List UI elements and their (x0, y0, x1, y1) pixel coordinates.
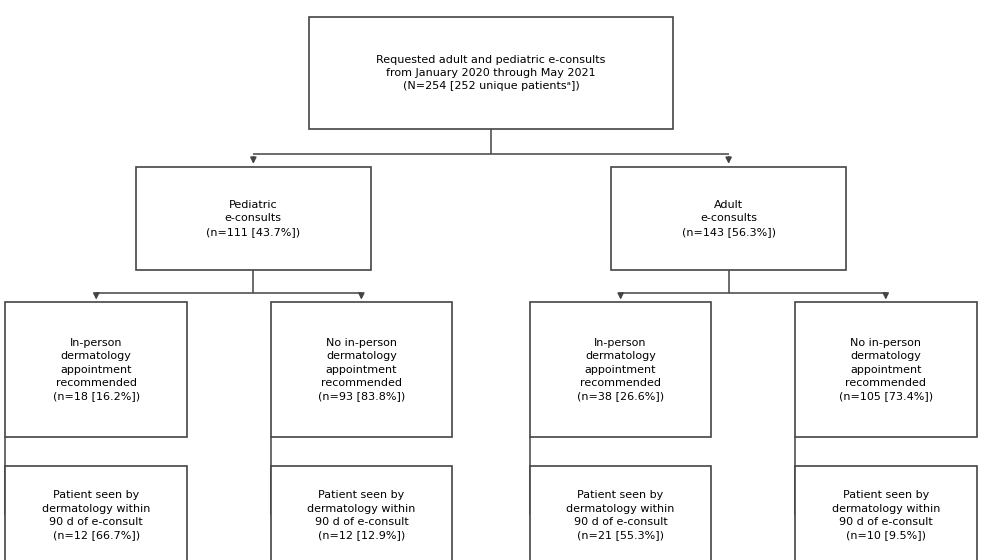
FancyBboxPatch shape (270, 466, 452, 560)
Text: In-person
dermatology
appointment
recommended
(n=18 [16.2%]): In-person dermatology appointment recomm… (53, 338, 139, 401)
Text: Adult
e-consults
(n=143 [56.3%]): Adult e-consults (n=143 [56.3%]) (682, 200, 776, 237)
Text: Pediatric
e-consults
(n=111 [43.7%]): Pediatric e-consults (n=111 [43.7%]) (206, 200, 300, 237)
FancyBboxPatch shape (530, 466, 711, 560)
Text: No in-person
dermatology
appointment
recommended
(n=105 [73.4%]): No in-person dermatology appointment rec… (839, 338, 933, 401)
FancyBboxPatch shape (794, 466, 976, 560)
Text: Patient seen by
dermatology within
90 d of e-consult
(n=21 [55.3%]): Patient seen by dermatology within 90 d … (567, 491, 675, 540)
FancyBboxPatch shape (6, 302, 187, 437)
Text: Patient seen by
dermatology within
90 d of e-consult
(n=12 [12.9%]): Patient seen by dermatology within 90 d … (307, 491, 415, 540)
FancyBboxPatch shape (309, 17, 673, 129)
FancyBboxPatch shape (6, 466, 187, 560)
FancyBboxPatch shape (136, 167, 371, 270)
FancyBboxPatch shape (530, 302, 711, 437)
FancyBboxPatch shape (794, 302, 976, 437)
FancyBboxPatch shape (611, 167, 846, 270)
Text: Requested adult and pediatric e-consults
from January 2020 through May 2021
(N=2: Requested adult and pediatric e-consults… (376, 55, 606, 91)
Text: No in-person
dermatology
appointment
recommended
(n=93 [83.8%]): No in-person dermatology appointment rec… (318, 338, 405, 401)
FancyBboxPatch shape (270, 302, 452, 437)
Text: Patient seen by
dermatology within
90 d of e-consult
(n=12 [66.7%]): Patient seen by dermatology within 90 d … (42, 491, 150, 540)
Text: Patient seen by
dermatology within
90 d of e-consult
(n=10 [9.5%]): Patient seen by dermatology within 90 d … (832, 491, 940, 540)
Text: In-person
dermatology
appointment
recommended
(n=38 [26.6%]): In-person dermatology appointment recomm… (577, 338, 664, 401)
